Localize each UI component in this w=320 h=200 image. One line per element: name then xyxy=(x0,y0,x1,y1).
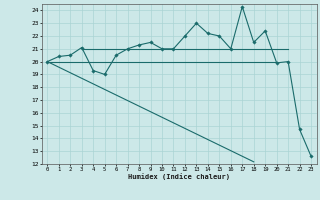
X-axis label: Humidex (Indice chaleur): Humidex (Indice chaleur) xyxy=(128,173,230,180)
